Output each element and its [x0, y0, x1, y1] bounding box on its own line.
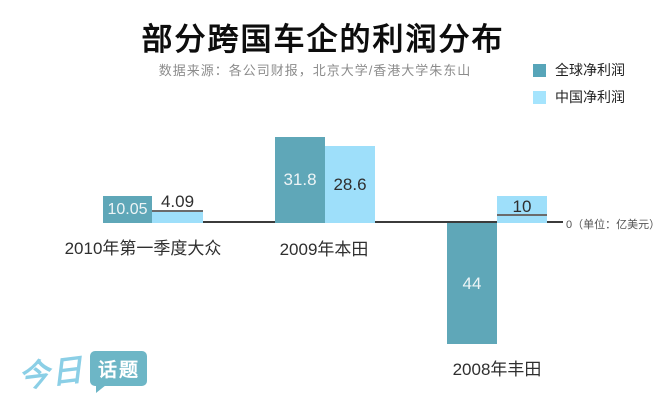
logo-bubble-text: 话题	[90, 351, 148, 393]
bar-value-label: 44	[462, 273, 482, 293]
bar-volkswagen-china	[152, 210, 203, 223]
page-title: 部分跨国车企的利润分布	[141, 22, 505, 57]
bar-value-label: 31.8	[283, 170, 317, 189]
legend-swatch-china	[533, 90, 546, 104]
legend-item-china: 中国净利润	[533, 89, 625, 105]
legend-label-china: 中国净利润	[555, 89, 625, 105]
bar-value-label: 10.05	[107, 200, 148, 218]
jinri-huati-logo: 今日 话题	[16, 348, 148, 396]
bar-toyota-global-negative: 44	[447, 223, 497, 344]
bar-volkswagen-global: 10.05	[103, 196, 152, 223]
category-label-toyota: 2008年丰田	[452, 360, 542, 379]
logo-script-text: 今日	[16, 352, 87, 395]
legend: 全球净利润 中国净利润	[533, 62, 625, 116]
bar-honda-global: 31.8	[275, 137, 325, 223]
bar-value-label: 28.6	[333, 174, 367, 194]
bar-toyota-china	[497, 196, 547, 223]
axis-zero-unit-label: 0（单位：亿美元）	[566, 219, 660, 231]
legend-label-global: 全球净利润	[555, 62, 625, 78]
bar-value-label: 4.09	[160, 192, 195, 211]
bar-honda-china: 28.6	[325, 146, 375, 223]
category-label-honda: 2009年本田	[279, 240, 369, 259]
legend-swatch-global	[533, 63, 546, 77]
legend-item-global: 全球净利润	[533, 62, 625, 78]
data-source-subtitle: 数据来源：各公司财报，北京大学/香港大学朱东山	[158, 63, 472, 78]
china-value-underline	[497, 214, 547, 216]
category-label-volkswagen: 2010年第一季度大众	[64, 239, 222, 258]
bar-value-label: 10	[512, 197, 532, 216]
